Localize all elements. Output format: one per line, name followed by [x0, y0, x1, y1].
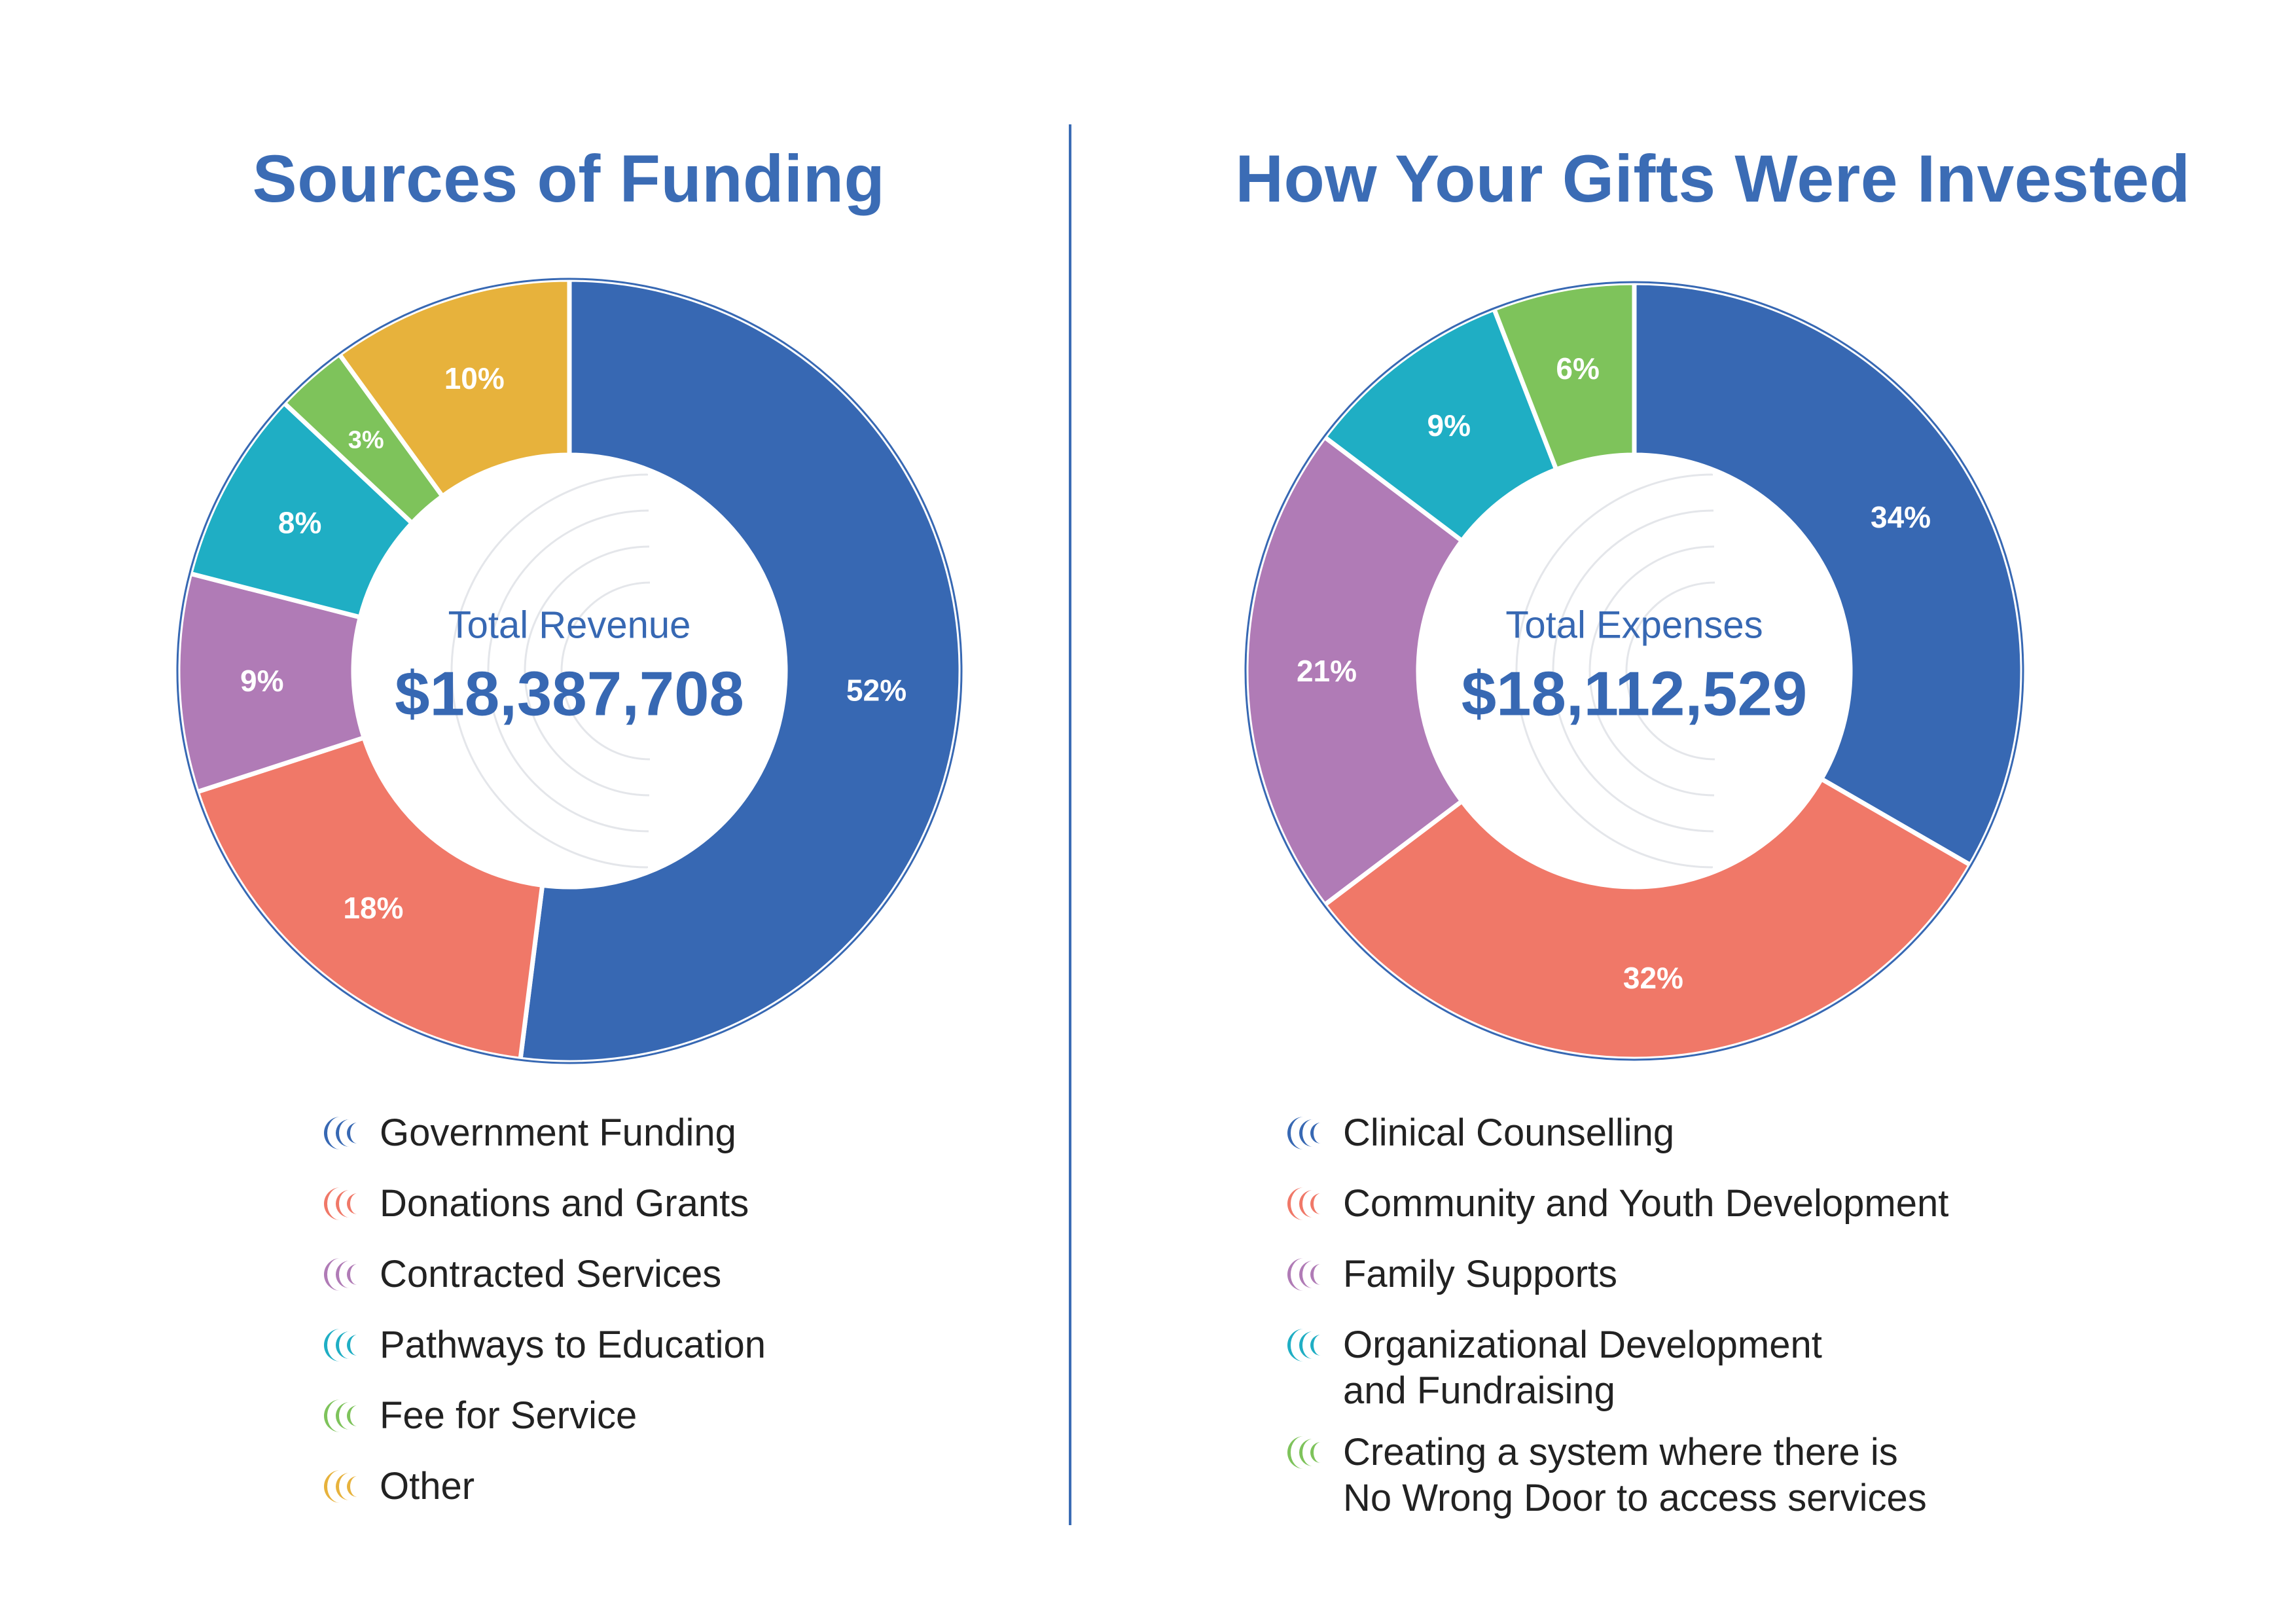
outer-ring: [176, 278, 963, 1064]
legend-label-line: Family Supports: [1343, 1253, 1618, 1295]
legend-label-line: Donations and Grants: [380, 1182, 749, 1225]
watermark-arc: [524, 545, 650, 797]
legend-label: Clinical Counselling: [1343, 1110, 1674, 1156]
legend-label-line: Contracted Services: [380, 1253, 722, 1295]
slice-label-pathways-to-education: 8%: [278, 506, 321, 540]
legend-label-line: No Wrong Door to access services: [1343, 1477, 1927, 1519]
legend-label: Organizational Development and Fundraisin…: [1343, 1322, 1822, 1414]
legend-label-line: Other: [380, 1465, 475, 1507]
legend-label-line: Fee for Service: [380, 1394, 637, 1437]
legend-label: Community and Youth Development: [1343, 1181, 1948, 1227]
center-label: Total Expenses: [1505, 604, 1763, 647]
slice-label-clinical-counselling: 34%: [1871, 500, 1931, 534]
center-label: Total Revenue: [448, 604, 691, 647]
crescent-icon: [323, 1329, 357, 1362]
legend-label: Other: [380, 1464, 475, 1509]
donut-chart-1: 52% 18% 9% 8% 3% 10% Total Revenue $18,387,708: [175, 277, 963, 1065]
slice-label-creating-a-system-where-there-is-no-wrong-door-to-access-services: 6%: [1556, 352, 1599, 386]
legend-label: Creating a system where there is No Wrong…: [1343, 1430, 1927, 1521]
investment-chart-title: How Your Gifts Were Invested: [1235, 141, 2191, 216]
watermark-arc: [1552, 509, 1714, 833]
crescent-icon: [323, 1187, 357, 1220]
crescent-icon: [1287, 1187, 1321, 1220]
slice-label-community-and-youth-development: 32%: [1623, 961, 1683, 995]
hole-watermark-arcs: [450, 473, 651, 869]
legend-label-line: Creating a system where there is: [1343, 1431, 1898, 1473]
legend-label: Family Supports: [1343, 1252, 1617, 1297]
funding-chart-title: Sources of Funding: [252, 141, 886, 216]
slice-label-other: 10%: [444, 361, 505, 395]
slice-label-donations-and-grants: 18%: [343, 891, 403, 925]
panel-divider: [1069, 124, 1071, 1525]
legend-label: Government Funding: [380, 1110, 736, 1156]
crescent-icon: [1287, 1117, 1321, 1149]
legend-label: Contracted Services: [380, 1252, 721, 1297]
crescent-icon: [1287, 1436, 1321, 1469]
legend-label-line: Pathways to Education: [380, 1324, 766, 1366]
donut-chart-2: 34% 32% 21% 9% 6% Total Expenses $18,112,529: [1244, 280, 2025, 1062]
crescent-icon: [323, 1470, 357, 1503]
funding-panel: Sources of Funding: [252, 141, 886, 216]
hole-watermark-arcs: [1515, 473, 1715, 869]
watermark-arc: [1588, 545, 1715, 797]
legend-label: Donations and Grants: [380, 1181, 749, 1227]
outer-ring: [1244, 281, 2024, 1061]
legend-label-line: and Fundraising: [1343, 1369, 1615, 1412]
legend-label: Pathways to Education: [380, 1322, 766, 1368]
center-total-value: $18,387,708: [395, 659, 744, 729]
watermark-arc: [487, 509, 649, 833]
watermark-arc: [1515, 473, 1713, 869]
crescent-icon: [323, 1258, 357, 1291]
slice-label-organizational-development-and-fundraising: 9%: [1427, 408, 1471, 442]
investment-panel: How Your Gifts Were Invested: [1148, 0, 2296, 1624]
legend-label-line: Organizational Development: [1343, 1324, 1822, 1366]
legend-label-line: Government Funding: [380, 1111, 736, 1154]
watermark-arc: [1625, 581, 1715, 761]
crescent-icon: [1287, 1329, 1321, 1362]
slice-label-contracted-services: 9%: [240, 664, 283, 698]
crescent-icon: [323, 1117, 357, 1149]
crescent-icon: [323, 1399, 357, 1432]
legend-label-line: Clinical Counselling: [1343, 1111, 1675, 1154]
slice-label-family-supports: 21%: [1297, 654, 1357, 688]
slice-clinical-counselling: [1632, 280, 2025, 867]
watermark-arc: [560, 581, 651, 761]
legend-label-line: Community and Youth Development: [1343, 1182, 1949, 1225]
legend-label: Fee for Service: [380, 1393, 637, 1439]
crescent-icon: [1287, 1258, 1321, 1291]
watermark-arc: [450, 473, 649, 869]
center-total-value: $18,112,529: [1462, 659, 1808, 729]
slice-label-fee-for-service: 3%: [348, 426, 384, 454]
slice-label-government-funding: 52%: [846, 674, 906, 708]
